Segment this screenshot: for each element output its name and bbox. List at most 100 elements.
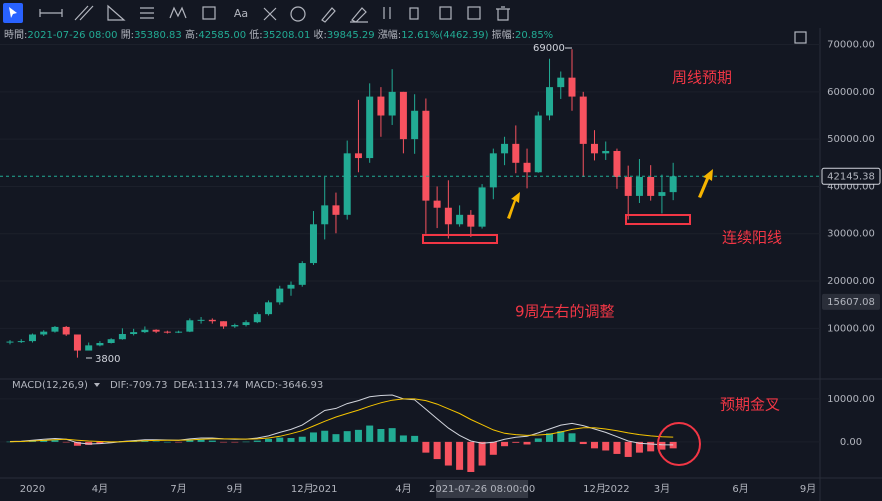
level-tag-label: 15607.08 — [827, 297, 875, 308]
candle-body — [242, 322, 250, 326]
macd-bar — [501, 441, 509, 447]
candle-body — [287, 284, 295, 289]
info-line: 時間:2021-07-26 08:00 開:35380.83 高:42585.0… — [4, 28, 553, 41]
highlight-box — [625, 214, 691, 225]
copy-icon[interactable] — [439, 6, 452, 20]
candle-body — [354, 153, 362, 159]
x-tick-label: 3月 — [654, 483, 670, 495]
candle-body — [658, 192, 666, 196]
macd-bar — [163, 441, 171, 443]
candle-body — [6, 341, 14, 343]
channel-icon[interactable] — [74, 5, 94, 21]
macd-bar — [73, 441, 81, 446]
low-label: 3800 — [95, 354, 120, 365]
candle-body — [332, 205, 340, 215]
macd-bar — [51, 440, 59, 442]
y-tick-label: 40000.00 — [827, 181, 875, 192]
candle-body — [343, 153, 351, 215]
y-tick-label: 60000.00 — [827, 87, 875, 98]
crosshair-label-bg — [436, 480, 529, 498]
dea-line — [9, 398, 674, 443]
candle-body — [298, 263, 306, 285]
candle-body — [40, 331, 48, 335]
macd-bar — [635, 441, 643, 453]
fullscreen-icon[interactable] — [794, 31, 807, 44]
hide-icon[interactable] — [383, 7, 391, 19]
annotation: 连续阳线 — [722, 229, 782, 247]
candle-body — [590, 143, 598, 154]
candle-body — [186, 320, 194, 332]
trash-icon[interactable] — [496, 6, 510, 21]
candle-body — [321, 205, 329, 225]
candle-body — [501, 143, 509, 154]
macd-legend: MACD:-3646.93 — [245, 380, 323, 391]
macd-bar — [265, 438, 273, 442]
brush-icon[interactable] — [321, 7, 336, 23]
x-tick-label: 9月 — [227, 483, 243, 495]
macd-bar — [231, 441, 239, 443]
macd-bar — [40, 440, 48, 442]
candle-body — [62, 326, 70, 335]
macd-bar — [96, 441, 104, 444]
macd-bar — [332, 434, 340, 442]
candle-body — [399, 91, 407, 140]
fib-icon[interactable] — [107, 4, 126, 21]
macd-bar — [197, 439, 205, 442]
macd-bar — [242, 441, 250, 443]
x-tick-label: 9月 — [800, 483, 816, 495]
candle-body — [579, 96, 587, 144]
candle-body — [557, 77, 565, 88]
y-tick-label: 20000.00 — [827, 276, 875, 287]
candle-body — [253, 314, 261, 323]
candle-body — [523, 162, 531, 173]
macd-legend: DIF:-709.73 — [110, 380, 168, 391]
cursor-icon — [9, 7, 17, 18]
measure-icon[interactable] — [202, 6, 216, 20]
candle-body — [568, 77, 576, 97]
candle-body — [96, 343, 104, 346]
x-tick-label: 12月 — [583, 483, 606, 495]
text-tool[interactable]: Aa — [234, 7, 248, 20]
lock-icon[interactable] — [290, 6, 306, 22]
candle-body — [366, 96, 374, 159]
lock2-icon[interactable] — [409, 7, 419, 20]
macd-legend: MACD(12,26,9) — [12, 380, 88, 391]
up-arrow — [698, 169, 713, 198]
magnet-icon[interactable] — [263, 7, 277, 21]
candle-body — [17, 341, 25, 343]
layer-icon[interactable] — [467, 6, 481, 20]
candle-body — [512, 143, 520, 163]
macd-bar — [422, 441, 430, 453]
x-tick-label: 2021 — [312, 484, 337, 495]
pattern-icon[interactable] — [169, 6, 187, 19]
candle-body — [647, 176, 655, 196]
line-icon[interactable] — [39, 9, 63, 17]
candle-body — [220, 321, 228, 327]
annotation: 9周左右的调整 — [515, 303, 615, 321]
macd-legend: DEA:1113.74 — [174, 380, 239, 391]
candle-body — [51, 326, 59, 332]
y-tick-label: 10000.00 — [827, 394, 875, 405]
candle-body — [635, 176, 643, 196]
macd-bar — [388, 428, 396, 442]
candle-body — [456, 214, 464, 225]
macd-bar — [411, 435, 419, 442]
macd-bar — [208, 440, 216, 442]
candle-body — [73, 334, 81, 351]
macd-bar — [568, 433, 576, 442]
macd-bar — [62, 441, 70, 443]
crosshair-label: 2021-07-26 08:00:00 — [429, 484, 535, 495]
eraser-icon[interactable] — [350, 7, 368, 23]
candle-body — [411, 110, 419, 140]
candle-body — [388, 91, 396, 116]
candle-body — [118, 334, 126, 340]
gann-icon[interactable] — [140, 7, 154, 19]
annotation: 预期金叉 — [720, 396, 780, 414]
x-tick-label: 2022 — [604, 484, 629, 495]
candle-body — [107, 339, 115, 343]
candle-body — [152, 329, 160, 332]
y-tick-label: 30000.00 — [827, 229, 875, 240]
y-tick-label: 0.00 — [840, 437, 862, 448]
macd-bar — [186, 439, 194, 442]
macd-bar — [613, 441, 621, 454]
